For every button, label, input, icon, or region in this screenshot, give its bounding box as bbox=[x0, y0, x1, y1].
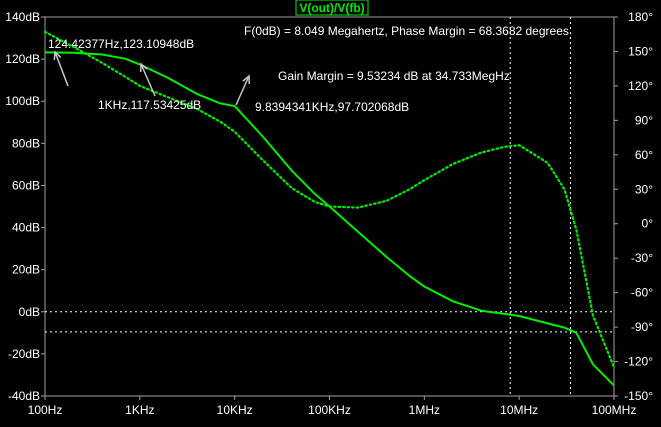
y-right-tick-label: 150° bbox=[628, 44, 653, 58]
y-left-tick-label: -20dB bbox=[8, 347, 40, 361]
y-right-tick-label: -150° bbox=[624, 389, 653, 403]
y-right-tick-label: 60° bbox=[635, 148, 653, 162]
arrow-head bbox=[53, 50, 62, 61]
annotation-crossover: F(0dB) = 8.049 Megahertz, Phase Margin =… bbox=[244, 24, 569, 38]
y-right-tick-label: -90° bbox=[631, 320, 653, 334]
chart-title: V(out)/V(fb) bbox=[299, 1, 364, 15]
y-left-tick-label: 0dB bbox=[19, 305, 40, 319]
annotation-gain-margin: Gain Margin = 9.53234 dB at 34.733MegHz bbox=[278, 69, 510, 83]
arrow-shaft bbox=[54, 51, 69, 87]
marker-arrow-1 bbox=[53, 50, 69, 87]
y-right-tick-label: 30° bbox=[635, 182, 653, 196]
arrow-head bbox=[139, 62, 148, 73]
y-right-tick-label: -30° bbox=[631, 251, 653, 265]
arrow-shaft bbox=[235, 75, 250, 106]
y-left-tick-label: 100dB bbox=[5, 94, 40, 108]
marker-arrow-2 bbox=[139, 62, 156, 97]
y-left-tick-label: 40dB bbox=[12, 221, 40, 235]
x-tick-label: 100Hz bbox=[28, 403, 63, 417]
x-tick-label: 1MHz bbox=[409, 403, 440, 417]
y-right-tick-label: 120° bbox=[628, 79, 653, 93]
x-tick-label: 100KHz bbox=[308, 403, 351, 417]
y-right-tick-label: 90° bbox=[635, 113, 653, 127]
annotation-marker-3: 9.8394341KHz,97.702068dB bbox=[255, 100, 409, 114]
x-tick-label: 10MHz bbox=[500, 403, 538, 417]
y-right-tick-label: -120° bbox=[624, 355, 653, 369]
y-left-tick-label: 80dB bbox=[12, 136, 40, 150]
x-tick-label: 10KHz bbox=[217, 403, 253, 417]
y-left-tick-label: -40dB bbox=[8, 389, 40, 403]
y-left-tick-label: 60dB bbox=[12, 178, 40, 192]
y-left-tick-label: 120dB bbox=[5, 52, 40, 66]
annotation-marker-2: 1KHz,117.53425dB bbox=[98, 98, 201, 112]
series-line-phase bbox=[43, 30, 616, 369]
x-tick-label: 100MHz bbox=[592, 403, 637, 417]
y-left-tick-label: 140dB bbox=[5, 10, 40, 24]
x-tick-label: 1KHz bbox=[125, 403, 154, 417]
annotation-marker-1: 124.42377Hz,123.10948dB bbox=[48, 37, 194, 51]
y-right-tick-label: -60° bbox=[631, 286, 653, 300]
y-right-tick-label: 180° bbox=[628, 10, 653, 24]
y-left-tick-label: 20dB bbox=[12, 263, 40, 277]
y-right-tick-label: 0° bbox=[642, 217, 654, 231]
chart-title-box bbox=[295, 0, 369, 16]
arrow-head bbox=[242, 74, 250, 85]
arrow-shaft bbox=[140, 63, 156, 97]
marker-arrow-3 bbox=[235, 74, 250, 106]
